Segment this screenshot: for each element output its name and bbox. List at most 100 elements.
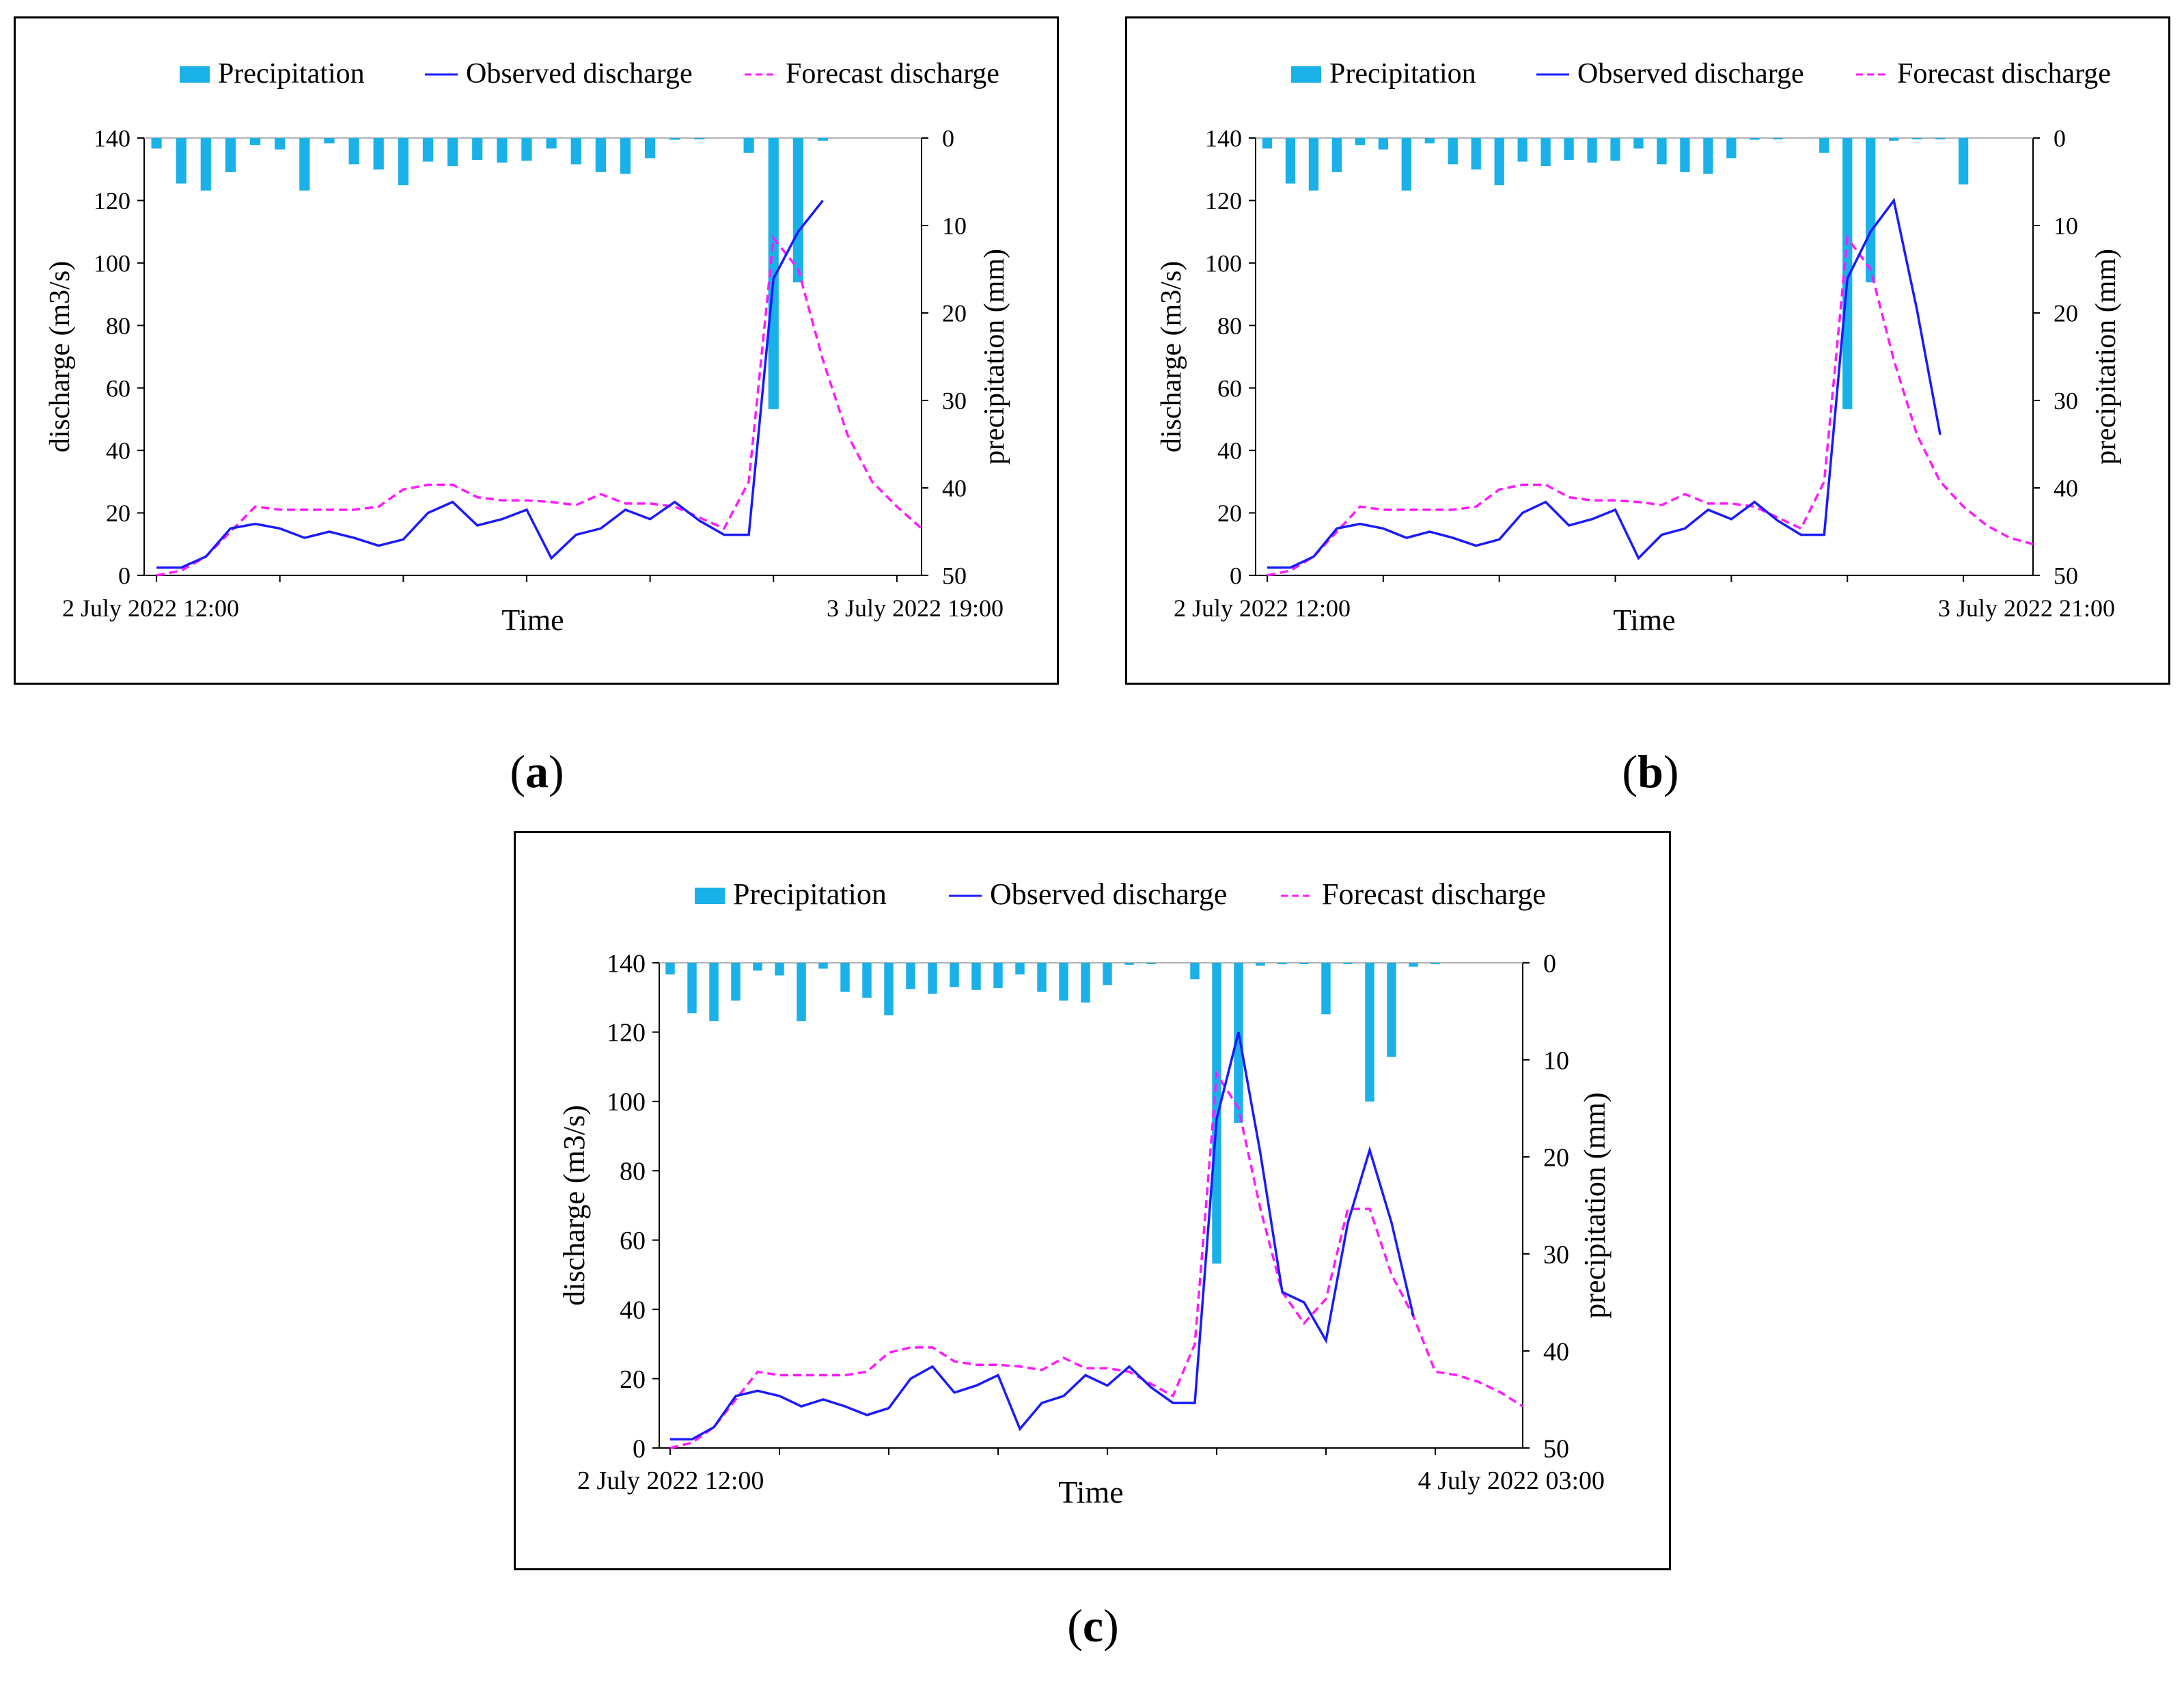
precipitation-bar [422,138,434,162]
precipitation-bar [1190,963,1200,980]
precipitation-bar [1610,138,1620,161]
right-tick-label: 0 [942,125,954,152]
x-start-label: 2 July 2022 12:00 [1174,594,1351,622]
precipitation-bar [1285,138,1296,184]
y-axis-right-title: precipitation (mm) [1578,1092,1612,1318]
right-tick-label: 50 [942,562,967,590]
precipitation-bar [373,138,384,170]
left-tick-label: 20 [1217,500,1242,527]
precipitation-bar [1212,963,1221,1264]
left-tick-label: 80 [620,1158,646,1186]
observed-discharge-line [156,200,824,569]
left-tick-label: 80 [1217,312,1242,340]
left-tick-label: 40 [620,1296,646,1324]
left-tick-label: 60 [106,374,130,402]
right-tick-label: 0 [2054,125,2066,152]
y-axis-left-title: discharge (m3/s) [44,261,76,452]
forecast-discharge-line [1267,234,2034,577]
legend-precipitation-swatch [695,888,725,904]
precipitation-bar [1471,138,1481,170]
right-tick-label: 40 [942,475,967,502]
precipitation-bar [1277,963,1287,964]
precipitation-bar [472,138,483,160]
precipitation-bar [1494,138,1504,186]
precipitation-bar [775,963,784,976]
legend-precipitation-label: Precipitation [733,877,887,911]
precipitation-bar [817,138,829,141]
panel-label-a: (a) [510,746,564,797]
precipitation-bar [1015,963,1025,975]
y-axis-right-title: precipitation (mm) [979,249,1010,465]
precipitation-bar [299,138,310,191]
precipitation-bar [792,138,803,283]
left-tick-label: 40 [1217,437,1242,465]
left-tick-label: 100 [94,249,130,277]
chart-svg-c: Precipitation Observed discharge Forecast … [557,877,1612,1509]
x-axis-title: Time [501,603,564,637]
precipitation-bar [398,138,409,186]
precipitation-bar [249,138,261,146]
y-axis-right-title: precipitation (mm) [2090,249,2122,465]
right-tick-label: 10 [1543,1046,1569,1075]
right-tick-label: 0 [1543,949,1556,978]
precipitation-bar [1633,138,1644,149]
precipitation-bar [1430,963,1440,964]
precipitation-bar [348,138,359,165]
left-tick-label: 40 [106,437,130,465]
precipitation-bar [1234,963,1243,1123]
precipitation-bar [1387,963,1396,1057]
left-tick-label: 100 [1205,249,1242,277]
chart-panel-c: Precipitation Observed discharge Forecast … [514,831,1671,1570]
precipitation-bar [151,138,162,149]
left-tick-label: 20 [106,500,130,527]
precipitation-bar [665,963,675,975]
legend-forecast-label: Forecast discharge [1897,58,2111,90]
precipitation-bar [1819,138,1829,153]
precipitation-bar [1401,138,1411,191]
precipitation-bar [743,138,754,153]
right-tick-label: 10 [2054,213,2078,240]
precipitation-bar [546,138,557,149]
right-tick-label: 20 [2054,300,2078,327]
precipitation-bar [709,963,719,1022]
precipitation-bar [906,963,915,989]
precipitation-bar [1540,138,1551,166]
precipitation-bar [176,138,186,184]
legend-observed-label: Observed discharge [990,877,1227,911]
legend-precipitation-label: Precipitation [218,58,365,90]
precipitation-bar [753,963,762,971]
precipitation-bar [1517,138,1528,162]
precipitation-bar [1750,138,1760,140]
precipitation-bar [1059,963,1068,1001]
precipitation-bar [950,963,959,987]
precipitation-bar [1308,138,1319,191]
precipitation-bar [200,138,211,191]
left-tick-label: 120 [607,1019,646,1048]
precipitation-bar [1256,963,1265,966]
precipitation-bar [1037,963,1047,992]
precipitation-bar [862,963,872,998]
precipitation-bar [1657,138,1667,165]
x-start-label: 2 July 2022 12:00 [62,594,239,622]
precipitation-bar [1081,963,1090,1003]
left-tick-label: 60 [620,1227,646,1255]
legend-observed-label: Observed discharge [466,58,693,90]
precipitation-bar [1378,138,1388,150]
chart-svg-a: Precipitation Observed discharge Forecast … [44,58,1010,637]
precipitation-bar [768,138,779,409]
left-tick-label: 0 [1230,562,1242,590]
y-axis-left-title: discharge (m3/s) [557,1105,591,1306]
precipitation-bar [731,963,741,1001]
precipitation-bar [1912,138,1922,139]
observed-discharge-line [670,1031,1415,1441]
right-tick-label: 20 [1543,1143,1569,1172]
precipitation-bar [1321,963,1331,1015]
x-start-label: 2 July 2022 12:00 [577,1466,764,1495]
x-axis-title: Time [1613,603,1675,637]
right-tick-label: 10 [942,213,967,240]
panel-label-c: (c) [1067,1600,1119,1652]
precipitation-bar [1958,138,1969,184]
y-axis-left-title: discharge (m3/s) [1156,261,1187,452]
legend-precipitation-swatch [1291,66,1321,83]
precipitation-bar [447,138,458,166]
